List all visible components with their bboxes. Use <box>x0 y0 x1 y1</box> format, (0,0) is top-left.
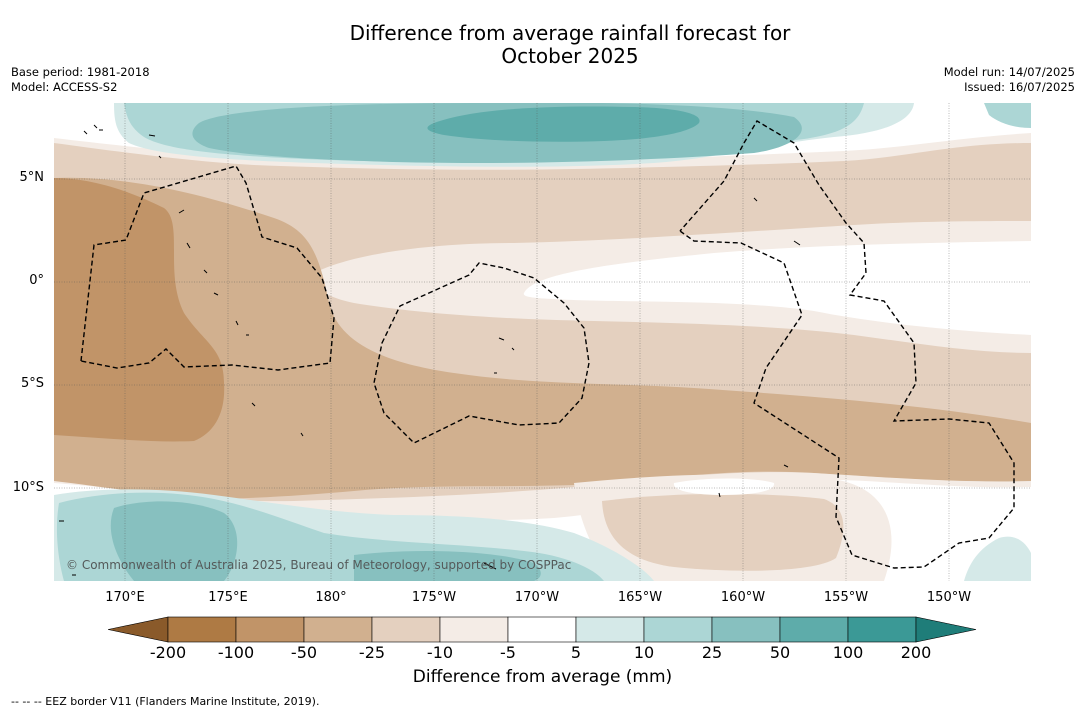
issued-date: Issued: 16/07/2025 <box>964 80 1075 94</box>
x-tick-170e: 170°E <box>105 590 145 605</box>
rainfall-map <box>54 103 1031 581</box>
colorbar-cell <box>303 616 373 643</box>
colorbar-cell <box>643 616 713 643</box>
s-wet-50-b <box>354 551 541 581</box>
island-specks <box>59 124 801 576</box>
x-tick-165w: 165°W <box>617 590 663 605</box>
colorbar-label: 100 <box>832 643 864 662</box>
colorbar-cell <box>711 616 781 643</box>
colorbar-label: -25 <box>358 643 386 662</box>
colorbar-label: -10 <box>426 643 454 662</box>
colorbar-label: -5 <box>500 643 516 662</box>
colorbar-label: -50 <box>290 643 318 662</box>
colorbar-label: 10 <box>633 643 655 662</box>
eez-tuvalu <box>80 165 335 371</box>
colorbar-label: -100 <box>217 643 255 662</box>
center-white-tongue <box>523 241 1031 335</box>
x-tick-175e: 175°E <box>208 590 248 605</box>
x-tick-155w: 155°W <box>823 590 869 605</box>
colorbar-extend-high <box>915 616 977 643</box>
meta-left: Base period: 1981-2018 Model: ACCESS-S2 <box>11 65 150 95</box>
x-tick-150w: 150°W <box>926 590 972 605</box>
colorbar <box>108 616 977 643</box>
base-period: Base period: 1981-2018 <box>11 65 150 79</box>
colorbar-cell <box>575 616 645 643</box>
x-tick-170w: 170°W <box>514 590 560 605</box>
se-wet-corner <box>964 536 1031 581</box>
title-line-1: Difference from average rainfall forecas… <box>349 21 791 45</box>
colorbar-label: 50 <box>769 643 791 662</box>
model-name: Model: ACCESS-S2 <box>11 80 118 94</box>
southeast-white-spot <box>673 478 775 495</box>
colorbar-cell <box>439 616 509 643</box>
colorbar-label: 25 <box>701 643 723 662</box>
y-tick-0: 0° <box>29 273 44 288</box>
model-run: Model run: 14/07/2025 <box>943 65 1075 79</box>
title-line-2: October 2025 <box>501 44 639 68</box>
south-dry-50 <box>54 177 1031 500</box>
colorbar-cell <box>371 616 441 643</box>
colorbar-cell <box>779 616 849 643</box>
eez-tokelau-samoa <box>373 262 590 444</box>
colorbar-label: 200 <box>900 643 932 662</box>
x-tick-160w: 160°W <box>720 590 766 605</box>
colorbar-cell <box>235 616 305 643</box>
west-dry-100 <box>54 178 225 442</box>
north-wet-100 <box>427 106 700 142</box>
x-tick-180: 180° <box>315 590 347 605</box>
colorbar-cell <box>167 616 237 643</box>
y-tick-10s: 10°S <box>12 480 44 495</box>
colorbar-label: 5 <box>570 643 582 662</box>
colorbar-cell <box>507 616 577 643</box>
map-title: Difference from average rainfall forecas… <box>0 22 1085 68</box>
colorbar-title: Difference from average (mm) <box>412 667 673 687</box>
colorbar-extend-low <box>108 616 169 643</box>
eez-line-phoenix <box>679 120 1015 569</box>
south-east-brown-inner <box>602 493 844 571</box>
meta-right: Model run: 14/07/2025 Issued: 16/07/2025 <box>944 65 1075 95</box>
gridlines <box>54 103 1031 581</box>
eez-legend-footer: -- -- -- EEZ border V11 (Flanders Marine… <box>11 695 320 708</box>
colorbar-cell <box>847 616 917 643</box>
y-tick-5n: 5°N <box>19 170 45 185</box>
sw-wet-50 <box>110 501 238 581</box>
x-tick-175w: 175°W <box>411 590 457 605</box>
ne-corner-wet <box>984 103 1031 128</box>
credit-text: © Commonwealth of Australia 2025, Bureau… <box>66 558 572 572</box>
colorbar-label: -200 <box>149 643 187 662</box>
y-tick-5s: 5°S <box>20 376 44 391</box>
eez-borders <box>80 120 1015 569</box>
